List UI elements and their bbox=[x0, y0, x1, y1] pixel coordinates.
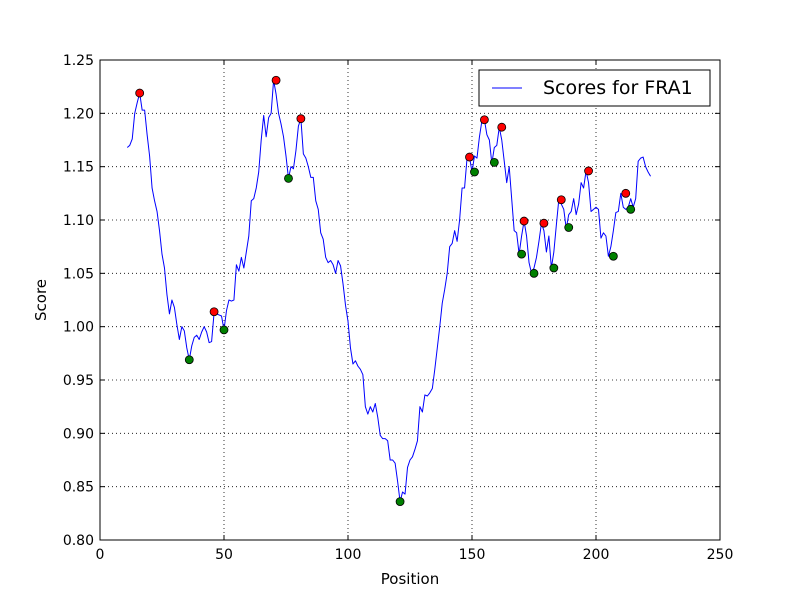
y-tick-label: 1.25 bbox=[63, 53, 94, 69]
gridlines bbox=[100, 60, 720, 540]
maximum-marker bbox=[621, 188, 631, 198]
minimum-marker bbox=[529, 268, 539, 278]
y-axis-label: Score bbox=[32, 279, 50, 321]
maximum-marker bbox=[271, 75, 281, 85]
minimum-marker bbox=[284, 173, 293, 183]
maximum-marker bbox=[584, 166, 593, 176]
y-tick-label: 1.00 bbox=[63, 320, 94, 336]
maximum-marker bbox=[539, 218, 549, 228]
plot-frame bbox=[99, 59, 721, 541]
minimum-marker bbox=[470, 167, 479, 177]
legend-entry-label: Scores for FRA1 bbox=[543, 77, 693, 99]
minimum-marker bbox=[184, 355, 194, 365]
y-tick-label: 1.05 bbox=[63, 266, 94, 282]
y-tick-label: 1.10 bbox=[63, 213, 94, 229]
minimum-marker bbox=[608, 251, 618, 261]
x-tick-label: 50 bbox=[215, 547, 233, 563]
x-tick-label: 200 bbox=[583, 547, 610, 563]
maximum-marker bbox=[296, 114, 306, 124]
maximum-marker bbox=[556, 195, 566, 205]
x-tick-label: 0 bbox=[96, 547, 105, 563]
minimum-marker bbox=[395, 497, 405, 507]
maximum-marker bbox=[465, 152, 474, 162]
x-axis-label: Position bbox=[381, 570, 439, 588]
legend: Scores for FRA1 bbox=[478, 69, 711, 107]
x-tick-label: 100 bbox=[335, 547, 362, 563]
minimum-marker bbox=[549, 263, 559, 273]
y-tick-label: 1.20 bbox=[63, 106, 94, 122]
plot-data bbox=[126, 75, 651, 507]
minimum-marker bbox=[489, 157, 499, 167]
minimum-marker bbox=[564, 223, 574, 232]
maximum-marker bbox=[209, 307, 219, 317]
maximum-marker bbox=[497, 122, 507, 132]
minimum-marker bbox=[626, 204, 636, 214]
y-tick-label: 0.95 bbox=[63, 373, 94, 389]
x-tick-label: 150 bbox=[459, 547, 486, 563]
maximum-marker bbox=[479, 115, 489, 125]
y-tick-label: 0.85 bbox=[63, 480, 94, 496]
maximum-marker bbox=[519, 216, 529, 226]
y-tick-label: 1.15 bbox=[63, 160, 94, 176]
y-tick-label: 0.90 bbox=[63, 426, 94, 442]
minimum-marker bbox=[219, 325, 229, 335]
maximum-marker bbox=[135, 88, 145, 98]
y-tick-label: 0.80 bbox=[63, 533, 94, 549]
minimum-marker bbox=[517, 249, 526, 259]
axis-ticks: 0 50 100 150 200 250 0.80 0.85 0.90 0.95 1.00 1.05 1… bbox=[63, 53, 734, 563]
x-tick-label: 250 bbox=[707, 547, 734, 563]
